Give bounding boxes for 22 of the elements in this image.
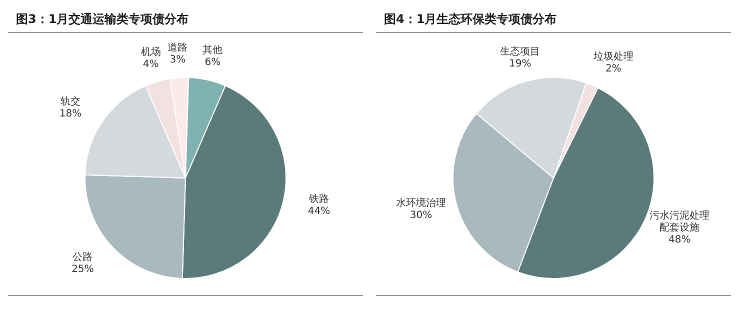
slice-label: 污水污泥处理配套设施 xyxy=(650,209,710,234)
data-label: 18% xyxy=(59,108,82,120)
data-label: 30% xyxy=(410,210,432,222)
slice-label: 公路 xyxy=(72,250,93,263)
data-label: 4% xyxy=(142,59,159,70)
data-label: 48% xyxy=(668,234,691,246)
slice-label: 水环境治理 xyxy=(396,197,446,210)
data-label: 2% xyxy=(605,64,622,75)
slice-label: 铁路 xyxy=(308,192,329,205)
data-label: 25% xyxy=(72,264,94,275)
data-label: 44% xyxy=(308,206,330,217)
slice-label: 生态项目 xyxy=(500,46,540,58)
data-label: 3% xyxy=(170,54,186,66)
slice-label: 轨交 xyxy=(60,96,81,108)
slice-label: 道路 xyxy=(168,41,188,54)
data-label: 19% xyxy=(509,58,532,70)
slice-label: 垃圾处理 xyxy=(592,50,634,63)
slice-label: 其他 xyxy=(202,44,223,56)
data-label: 6% xyxy=(204,57,221,68)
slice-label: 机场 xyxy=(140,46,161,58)
chart-title: 图4：1月生态环保类专项债分布 xyxy=(376,8,731,33)
chart-title: 图3：1月交通运输类专项债分布 xyxy=(8,8,363,33)
